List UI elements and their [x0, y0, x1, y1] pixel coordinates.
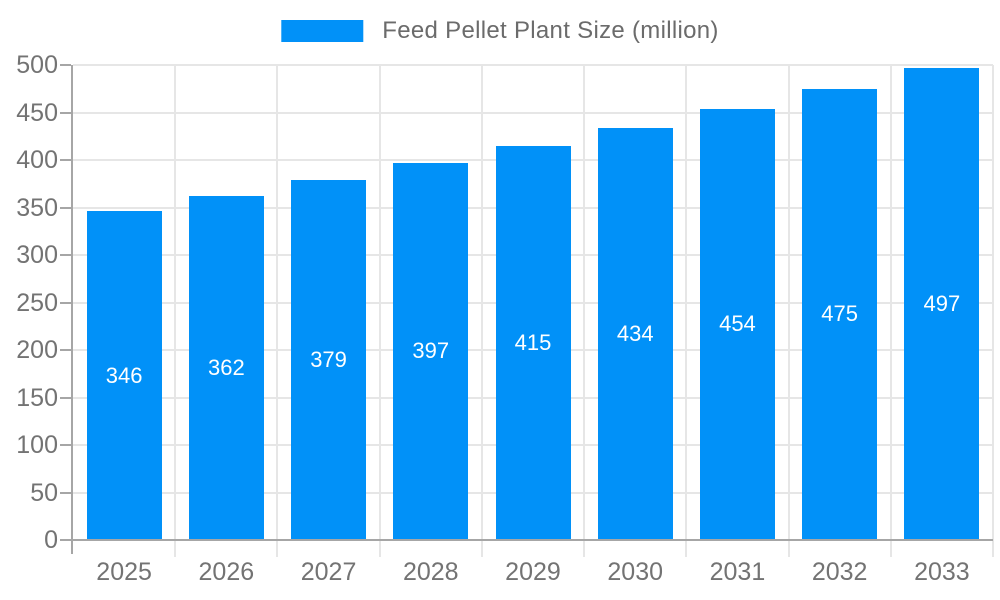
x-tick-label: 2030	[607, 558, 664, 586]
bar-value-label: 497	[923, 290, 961, 316]
bar-value-label: 362	[207, 355, 245, 381]
y-axis-tick	[60, 206, 71, 209]
bar-2030: 434	[597, 127, 673, 540]
y-axis-tick	[60, 444, 71, 446]
y-tick-label: 200	[16, 336, 58, 364]
y-tick-label: 500	[16, 51, 58, 79]
y-axis-line	[71, 65, 73, 554]
gridline-horizontal	[73, 111, 993, 114]
legend-label: Feed Pellet Plant Size (million)	[382, 17, 719, 44]
gridline-vertical	[685, 65, 688, 557]
y-axis-tick	[60, 254, 71, 256]
y-axis-tick	[60, 64, 71, 66]
bar-2029: 415	[495, 145, 571, 540]
x-tick-label: 2029	[505, 558, 561, 586]
gridline-vertical	[174, 65, 177, 557]
bar-2027: 379	[291, 179, 367, 540]
bar-2025: 346	[86, 211, 162, 540]
x-tick-label: 2032	[811, 558, 868, 586]
y-tick-label: 100	[16, 431, 58, 459]
gridline-vertical	[480, 65, 483, 557]
chart-legend: Feed Pellet Plant Size (million)	[281, 17, 718, 45]
gridline-horizontal	[73, 64, 993, 66]
bar-2032: 475	[802, 88, 878, 540]
bar-value-label: 379	[310, 346, 347, 372]
x-tick-label: 2031	[709, 558, 766, 586]
y-axis-tick	[60, 111, 71, 114]
x-tick-label: 2025	[96, 558, 152, 586]
y-tick-label: 50	[30, 478, 58, 507]
y-axis-tick	[60, 159, 71, 161]
y-axis-tick	[60, 396, 71, 399]
y-tick-label: 450	[16, 98, 58, 127]
x-axis-line	[71, 539, 993, 541]
gridline-vertical	[378, 65, 381, 557]
plot-area: 346 362 379 397 415 434 454 475 497	[60, 64, 994, 557]
y-tick-label: 250	[16, 288, 58, 317]
gridline-vertical	[583, 65, 586, 557]
y-axis-tick	[60, 301, 71, 304]
bar-2028: 397	[393, 162, 469, 540]
bar-2033: 497	[904, 67, 980, 540]
bar-value-label: 397	[412, 338, 450, 364]
bar-2031: 454	[699, 108, 775, 540]
bar-value-label: 454	[719, 311, 756, 337]
bar-value-label: 415	[514, 329, 552, 355]
y-tick-label: 0	[44, 526, 58, 554]
gridline-vertical	[276, 65, 279, 557]
gridline-vertical	[889, 65, 892, 557]
x-tick-label: 2026	[198, 558, 255, 586]
gridline-vertical	[992, 65, 994, 557]
y-axis-tick	[60, 491, 71, 494]
y-tick-label: 300	[16, 241, 58, 269]
x-tick-label: 2028	[402, 558, 459, 586]
bar-2026: 362	[188, 196, 264, 540]
y-tick-label: 150	[16, 383, 58, 412]
y-axis-tick	[60, 539, 71, 541]
bar-value-label: 475	[821, 301, 859, 327]
y-tick-label: 400	[16, 146, 58, 174]
legend-swatch	[281, 20, 364, 42]
y-axis-tick	[60, 349, 71, 351]
gridline-vertical	[787, 65, 790, 557]
bar-value-label: 434	[616, 320, 654, 346]
x-tick-label: 2027	[300, 558, 357, 586]
y-tick-label: 350	[16, 193, 58, 222]
x-tick-label: 2033	[914, 558, 970, 586]
bar-value-label: 346	[105, 362, 143, 388]
